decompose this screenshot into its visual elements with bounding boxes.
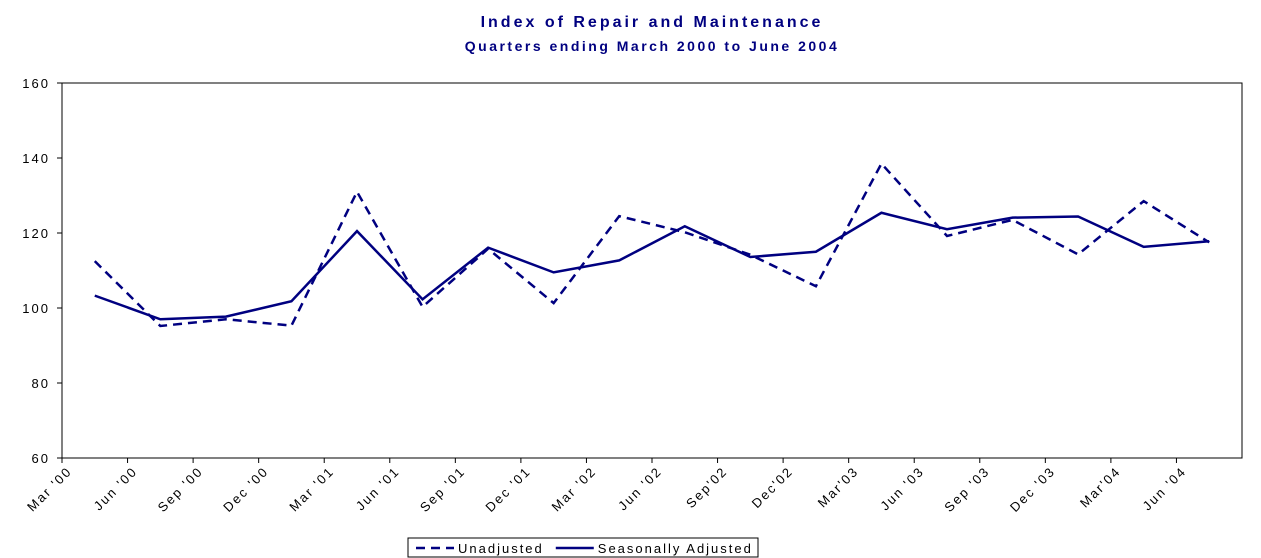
chart-title: Index of Repair and Maintenance bbox=[481, 14, 824, 31]
y-tick-label: 100 bbox=[22, 301, 50, 316]
y-tick-label: 80 bbox=[32, 376, 50, 391]
legend: Unadjusted Seasonally Adjusted bbox=[407, 537, 759, 558]
y-tick-label: 120 bbox=[22, 226, 50, 241]
x-tick-label: Sep'02 bbox=[683, 464, 730, 511]
x-tick-label: Dec'02 bbox=[749, 464, 796, 511]
y-tick-label: 60 bbox=[32, 451, 50, 466]
x-tick-label: Sep '01 bbox=[417, 464, 468, 515]
x-tick-label: Sep '00 bbox=[155, 464, 206, 515]
x-tick-label: Dec '03 bbox=[1007, 464, 1058, 515]
x-tick-label: Jun '01 bbox=[353, 464, 403, 514]
y-tick-label: 160 bbox=[22, 76, 50, 91]
x-tick-label: Mar '02 bbox=[548, 464, 599, 515]
x-tick-label: Mar'03 bbox=[815, 464, 862, 511]
x-tick-label: Dec '00 bbox=[220, 464, 271, 515]
x-tick-label: Dec '01 bbox=[482, 464, 533, 515]
chart-subtitle: Quarters ending March 2000 to June 2004 bbox=[465, 38, 840, 54]
x-tick-label: Mar '01 bbox=[286, 464, 337, 515]
x-tick-label: Jun '03 bbox=[877, 464, 927, 514]
x-tick-label: Sep '03 bbox=[941, 464, 992, 515]
y-tick-label: 140 bbox=[22, 151, 50, 166]
plot-area bbox=[61, 82, 1243, 459]
x-tick-label: Jun '02 bbox=[615, 464, 665, 514]
x-tick-label: Mar '00 bbox=[24, 464, 75, 515]
legend-label: Seasonally Adjusted bbox=[598, 541, 753, 556]
series-line bbox=[94, 211, 1210, 321]
legend-label: Unadjusted bbox=[458, 541, 544, 556]
x-tick-label: Jun '00 bbox=[91, 464, 141, 514]
x-tick-label: Jun '04 bbox=[1139, 464, 1189, 514]
series-line bbox=[93, 161, 1210, 328]
x-tick-label: Mar'04 bbox=[1077, 464, 1124, 511]
